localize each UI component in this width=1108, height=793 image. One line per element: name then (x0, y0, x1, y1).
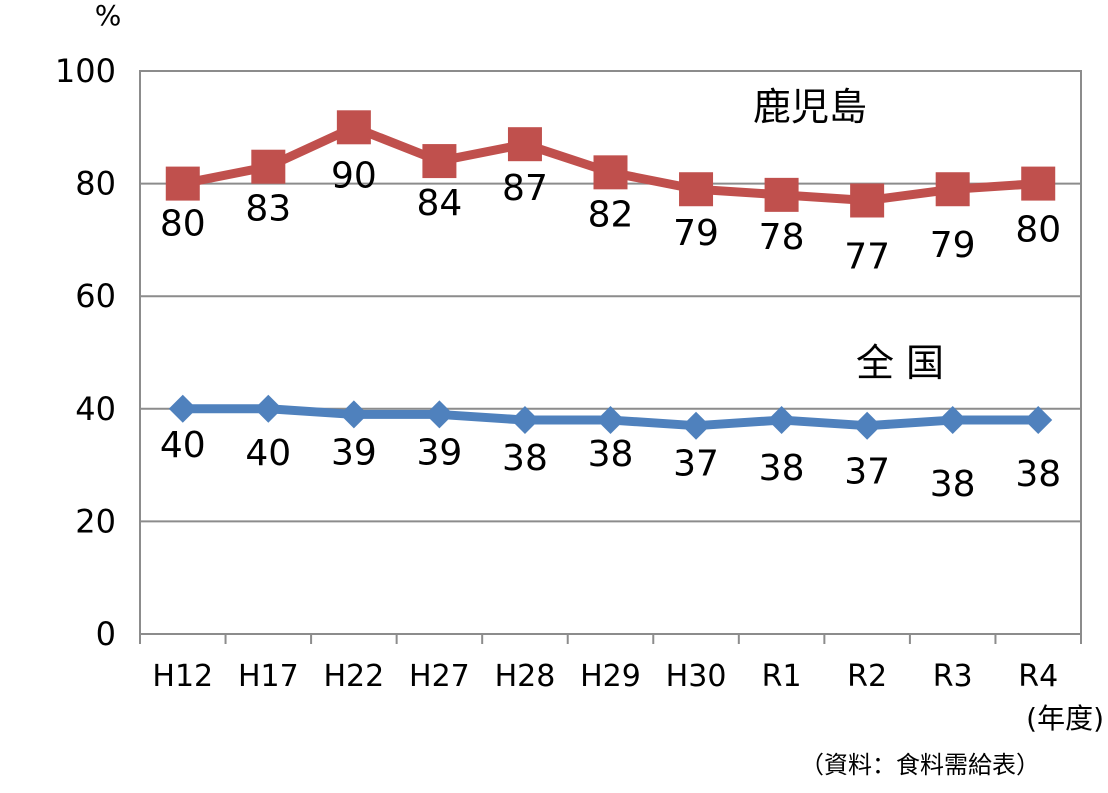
x-tick-label: R2 (847, 659, 887, 694)
y-tick-label: 20 (75, 502, 116, 540)
data-point-marker (168, 394, 197, 423)
data-point-marker (682, 411, 711, 440)
y-unit-label: % (95, 0, 122, 32)
data-point-marker (596, 406, 625, 435)
data-point-marker (764, 177, 799, 212)
x-tick-label: H22 (323, 659, 384, 694)
data-label: 37 (844, 452, 890, 493)
data-point-marker (593, 155, 628, 190)
data-point-marker (510, 406, 539, 435)
data-label: 87 (502, 168, 548, 209)
data-label: 80 (160, 204, 206, 245)
data-point-marker (422, 144, 457, 179)
x-tick-label: H29 (580, 659, 641, 694)
data-point-marker (767, 406, 796, 435)
data-label: 78 (759, 217, 805, 258)
y-tick-label: 80 (75, 165, 116, 203)
series-label: 鹿児島 (753, 85, 867, 129)
data-label: 37 (673, 444, 719, 485)
x-tick-label: H27 (409, 659, 470, 694)
data-label: 90 (331, 155, 377, 196)
x-tick-label: H30 (666, 659, 727, 694)
data-label: 39 (417, 432, 463, 473)
data-point-marker (425, 400, 454, 429)
data-label: 40 (245, 433, 291, 474)
data-point-marker (679, 172, 714, 207)
data-point-marker (251, 149, 286, 184)
data-label: 82 (588, 194, 634, 235)
y-tick-label: 100 (55, 52, 116, 90)
data-point-marker (165, 166, 200, 201)
data-point-marker (1021, 166, 1056, 201)
series-layer (165, 110, 1056, 440)
data-label: 79 (673, 213, 719, 254)
labels: 80 83 90 84 87 82 79 78 77 79 80 鹿児島 40 40 39 39 38 38 37 3… (160, 85, 1061, 505)
data-point-marker (938, 406, 967, 435)
y-tick-label: 60 (75, 277, 116, 315)
y-tick-label: 0 (96, 615, 116, 653)
data-label: 79 (930, 225, 976, 266)
data-point-marker (850, 183, 885, 218)
x-unit-label: (年度) (1026, 702, 1104, 735)
data-point-marker (1024, 406, 1053, 435)
data-label: 38 (502, 438, 548, 479)
y-tick-label: 40 (75, 390, 116, 428)
data-point-marker (853, 411, 882, 440)
x-tick-label: R1 (762, 659, 802, 694)
data-label: 38 (588, 434, 634, 475)
data-point-marker (254, 394, 283, 423)
x-tick-label: H17 (238, 659, 299, 694)
x-tick-label: R4 (1018, 659, 1058, 694)
data-label: 39 (331, 432, 377, 473)
x-tick-label: R3 (933, 659, 973, 694)
axes: 0 20 40 60 80 100% H12 H17 H22 H27 H28 H29 H30 R1 R2 R3… (55, 0, 1104, 779)
series-kagoshima (165, 110, 1056, 218)
x-tick-label: H28 (495, 659, 556, 694)
data-label: 38 (1015, 454, 1061, 495)
data-label: 84 (417, 183, 463, 224)
data-label: 38 (759, 448, 805, 489)
data-label: 40 (160, 425, 206, 466)
data-point-marker (507, 127, 542, 162)
data-label: 83 (245, 189, 291, 230)
series-label: 全 国 (856, 341, 944, 385)
x-tick-label: H12 (152, 659, 213, 694)
data-label: 77 (844, 236, 890, 277)
data-label: 38 (930, 464, 976, 505)
series-national (168, 394, 1053, 440)
source-label: （資料：食料需給表） (800, 751, 1040, 779)
data-point-marker (339, 400, 368, 429)
data-point-marker (336, 110, 371, 145)
data-point-marker (935, 172, 970, 207)
data-label: 80 (1015, 210, 1061, 251)
